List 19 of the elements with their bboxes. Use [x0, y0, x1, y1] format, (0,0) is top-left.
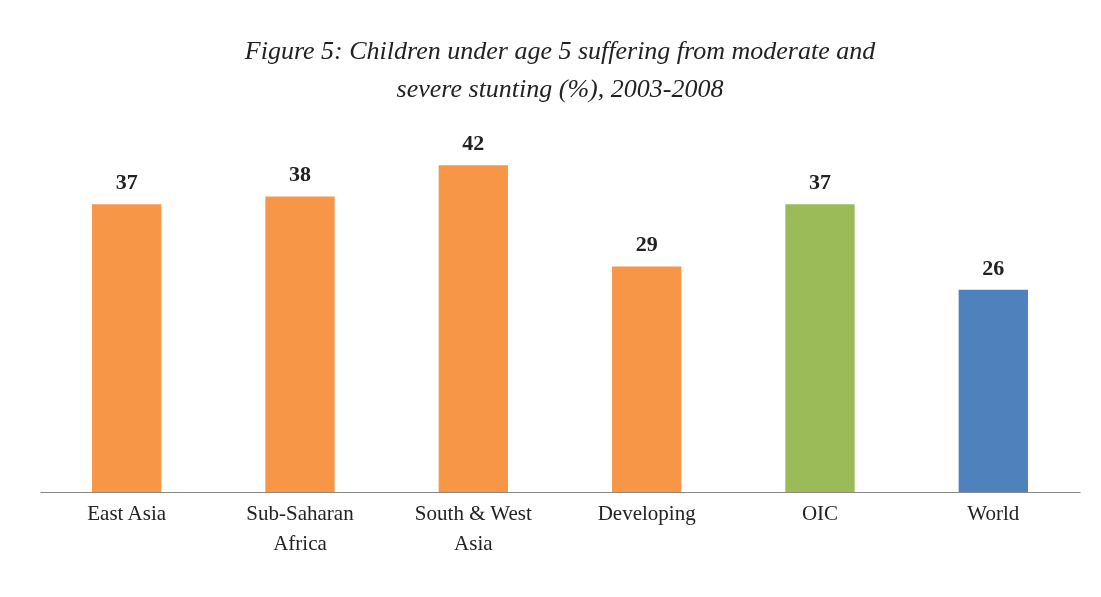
x-tick-label: East Asia [87, 500, 167, 525]
x-tick-label: Sub-Saharan Africa [246, 500, 355, 555]
data-label: 42 [462, 130, 485, 156]
x-tick-label: South & West Asia [414, 500, 532, 555]
bar [612, 266, 682, 492]
x-tick-label: Developing [597, 500, 697, 525]
bar [438, 165, 508, 492]
data-label: 38 [289, 161, 311, 187]
data-label: 37 [115, 169, 138, 195]
chart-title: Figure 5: Children under age 5 suffering from moderate and severe stunting (%), 2003-2008 [243, 36, 877, 104]
bar [785, 204, 855, 492]
data-label: 37 [809, 169, 831, 195]
bar [958, 289, 1028, 492]
bar [92, 204, 162, 492]
data-label: 29 [635, 231, 658, 257]
x-tick-label: World [967, 500, 1020, 525]
data-label: 26 [982, 254, 1005, 280]
x-tick-label: OIC [801, 500, 839, 525]
bar [265, 196, 335, 492]
